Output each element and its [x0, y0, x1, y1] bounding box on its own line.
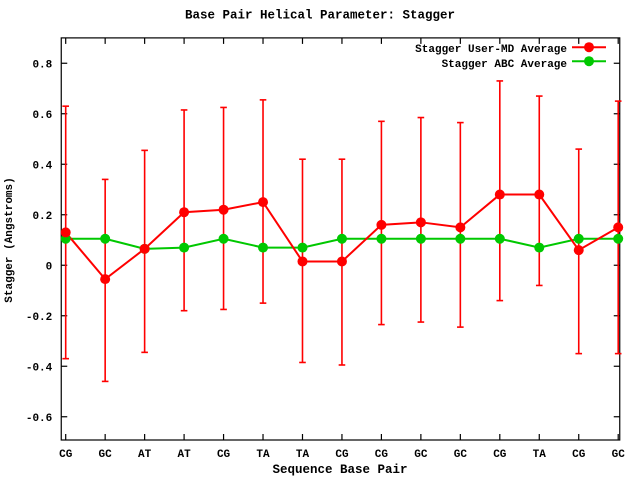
svg-text:TA: TA [533, 449, 547, 461]
svg-text:GC: GC [99, 449, 113, 461]
svg-text:GC: GC [612, 449, 626, 461]
svg-text:Stagger ABC Average: Stagger ABC Average [442, 59, 568, 71]
svg-text:Stagger (Angstroms): Stagger (Angstroms) [4, 177, 16, 302]
svg-text:CG: CG [59, 449, 73, 461]
svg-text:Base Pair Helical Parameter: S: Base Pair Helical Parameter: Stagger [185, 9, 455, 23]
svg-text:CG: CG [493, 449, 507, 461]
svg-text:-0.6: -0.6 [26, 413, 52, 425]
svg-text:Sequence Base Pair: Sequence Base Pair [272, 463, 407, 477]
svg-text:CG: CG [375, 449, 389, 461]
svg-text:0.6: 0.6 [32, 110, 52, 122]
svg-text:AT: AT [177, 449, 191, 461]
svg-text:TA: TA [256, 449, 270, 461]
svg-text:-0.2: -0.2 [26, 312, 52, 324]
svg-text:CG: CG [217, 449, 231, 461]
svg-text:CG: CG [335, 449, 349, 461]
svg-text:CG: CG [572, 449, 586, 461]
svg-text:AT: AT [138, 449, 152, 461]
svg-text:-0.4: -0.4 [26, 362, 53, 374]
svg-text:0.4: 0.4 [32, 160, 52, 172]
svg-text:0: 0 [46, 261, 53, 273]
svg-text:GC: GC [454, 449, 468, 461]
svg-text:GC: GC [414, 449, 428, 461]
svg-text:0.2: 0.2 [32, 211, 52, 223]
svg-text:TA: TA [296, 449, 310, 461]
svg-text:Stagger User-MD Average: Stagger User-MD Average [415, 44, 567, 56]
svg-text:0.8: 0.8 [32, 59, 52, 71]
